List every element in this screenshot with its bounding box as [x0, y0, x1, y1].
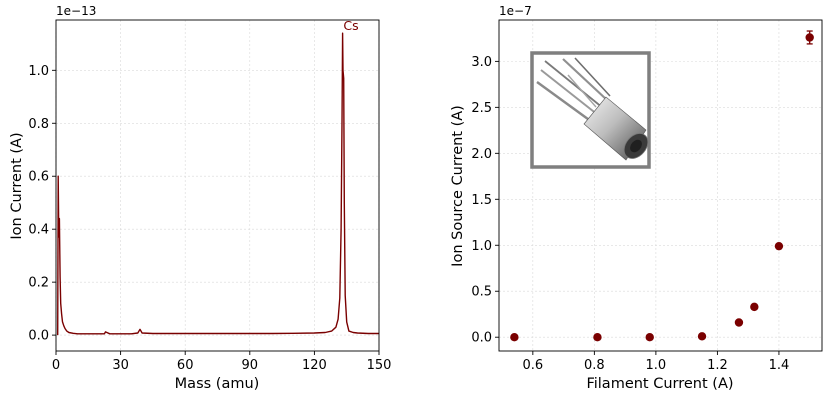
cs-peak-annotation: Cs — [343, 18, 358, 33]
x-tick-label: 30 — [112, 358, 129, 373]
data-point — [734, 318, 744, 327]
y-tick-label: 2.0 — [471, 147, 492, 162]
x-tick-label: 120 — [302, 358, 327, 373]
x-tick-label: 0.6 — [522, 358, 543, 373]
x-tick-label: 1.2 — [707, 358, 728, 373]
ion-source-axes-frame — [498, 19, 823, 352]
y-tick-label: 1.0 — [471, 239, 492, 254]
ion-current-y-axis-label: Ion Current (A) — [9, 132, 25, 239]
x-tick-label: 1.0 — [646, 358, 667, 373]
y-tick-label: 0.2 — [28, 276, 49, 291]
y-tick-label: 0.5 — [471, 285, 492, 300]
y-offset-label: 1e−13 — [56, 4, 96, 18]
data-point — [593, 333, 602, 342]
data-point — [645, 333, 654, 342]
y-tick-label: 0.0 — [471, 331, 492, 346]
data-point — [697, 332, 707, 341]
mass-spectrum-panel: 0 30 60 90 120 150 0.0 0.2 0.4 0.6 0.8 1.0 1e−13 Cs… — [9, 4, 391, 392]
mass-x-axis-label: Mass (amu) — [175, 376, 260, 392]
y-tick-label: 0.4 — [28, 223, 49, 238]
data-point — [750, 302, 759, 312]
ion-source-current-y-axis-label: Ion Source Current (A) — [450, 105, 466, 267]
x-tick-label: 90 — [242, 358, 259, 373]
x-tick-label: 60 — [177, 358, 194, 373]
x-tick-label: 0 — [52, 358, 60, 373]
x-tick-label: 1.4 — [769, 358, 790, 373]
y-tick-label: 3.0 — [471, 55, 492, 70]
x-tick-label: 0.8 — [584, 358, 605, 373]
y-tick-label: 0.6 — [28, 170, 49, 185]
filament-current-x-axis-label: Filament Current (A) — [586, 376, 733, 392]
filament-ion-source-photo-icon — [530, 51, 651, 169]
x-tick-label: 150 — [367, 358, 392, 373]
data-point — [805, 33, 814, 42]
y-tick-label: 1.5 — [471, 193, 492, 208]
y-offset-label-right: 1e−7 — [499, 4, 532, 18]
y-tick-label: 1.0 — [28, 64, 49, 79]
y-tick-label: 2.5 — [471, 101, 492, 116]
mass-spectrum-axes-frame — [55, 19, 380, 352]
data-point — [510, 333, 519, 342]
data-point — [774, 241, 784, 251]
ion-current-series-line — [57, 32, 379, 336]
ion-source-panel: 0.6 0.8 1.0 1.2 1.4 0.0 0.5 1.0 1.5 2.0 2.5 3.0 1e−… — [450, 4, 823, 392]
y-tick-label: 0.8 — [28, 117, 49, 132]
y-tick-label: 0.0 — [28, 329, 49, 344]
